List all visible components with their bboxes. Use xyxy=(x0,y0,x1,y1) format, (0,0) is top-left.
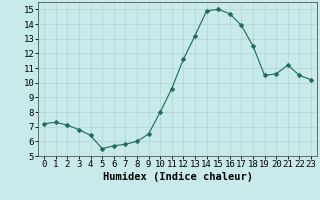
X-axis label: Humidex (Indice chaleur): Humidex (Indice chaleur) xyxy=(103,172,252,182)
